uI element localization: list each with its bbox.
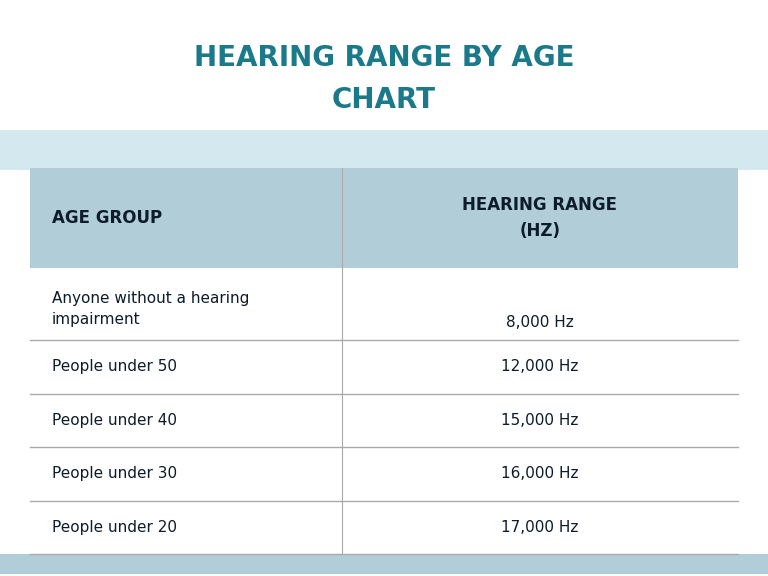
Bar: [30, 168, 738, 268]
Text: HEARING RANGE BY AGE: HEARING RANGE BY AGE: [194, 44, 574, 72]
Bar: [0, 130, 768, 170]
Text: 17,000 Hz: 17,000 Hz: [501, 520, 578, 535]
Text: AGE GROUP: AGE GROUP: [52, 209, 162, 227]
Bar: [0, 554, 768, 574]
Text: 16,000 Hz: 16,000 Hz: [501, 467, 578, 482]
Text: Anyone without a hearing
impairment: Anyone without a hearing impairment: [52, 291, 250, 327]
Text: HEARING RANGE
(HZ): HEARING RANGE (HZ): [462, 196, 617, 240]
Text: 8,000 Hz: 8,000 Hz: [506, 314, 574, 329]
Text: CHART: CHART: [332, 86, 436, 114]
Text: People under 30: People under 30: [52, 467, 177, 482]
Text: 12,000 Hz: 12,000 Hz: [501, 359, 578, 374]
Text: 15,000 Hz: 15,000 Hz: [501, 413, 578, 428]
Text: People under 40: People under 40: [52, 413, 177, 428]
Text: People under 50: People under 50: [52, 359, 177, 374]
Text: People under 20: People under 20: [52, 520, 177, 535]
